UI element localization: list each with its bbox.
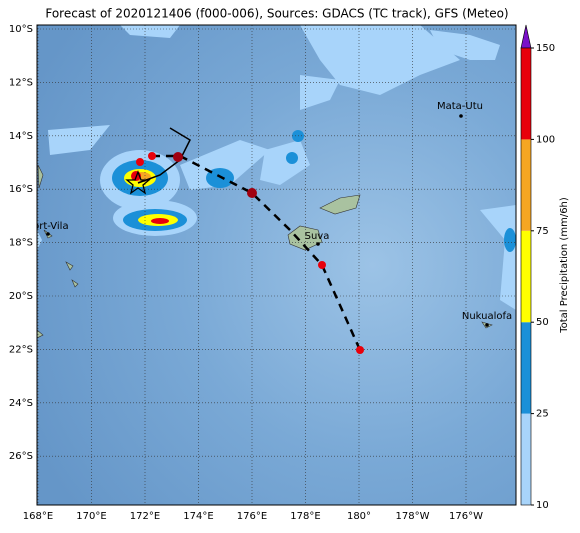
lon-label: 168°E <box>23 511 53 522</box>
lat-label: 22°S <box>9 344 33 355</box>
lat-label: 26°S <box>9 451 33 462</box>
colorbar-extend <box>520 24 532 49</box>
precip-area <box>151 218 169 224</box>
colorbar-frame <box>520 47 532 506</box>
storm-symbol <box>148 152 156 160</box>
place-dot <box>316 242 320 246</box>
lon-label: 174°E <box>183 511 213 522</box>
lon-label: 178°W <box>396 511 430 522</box>
precip-area <box>180 140 270 190</box>
storm-symbol <box>173 152 183 162</box>
precip-area <box>120 25 180 38</box>
island <box>65 261 74 271</box>
place-dots <box>46 114 489 327</box>
lon-label: 176°E <box>237 511 267 522</box>
storm-symbol <box>136 158 144 166</box>
precip-area <box>260 140 310 185</box>
colorbar-label: Total Precipitation (mm/6h) <box>559 197 570 334</box>
colorbar-tick-label: 100 <box>536 134 555 145</box>
track-forecast <box>152 154 362 351</box>
map-title: Forecast of 2020121406 (f000-006), Sourc… <box>45 7 508 21</box>
colorbar-tick-label: 25 <box>536 409 549 420</box>
place-label: Suva <box>305 231 330 242</box>
lon-label: 178°E <box>290 511 320 522</box>
lat-label: 20°S <box>9 291 33 302</box>
lon-label: 172°E <box>130 511 160 522</box>
precip-area <box>206 168 234 188</box>
island <box>71 279 79 288</box>
current-position <box>125 170 151 195</box>
lat-label: 18°S <box>9 238 33 249</box>
storm-symbol <box>318 261 326 269</box>
island <box>37 329 44 339</box>
place-dot <box>46 232 50 236</box>
lat-label: 10°S <box>9 24 33 35</box>
island <box>287 225 323 251</box>
colorbar-tick-label: 150 <box>536 43 555 54</box>
precip-area <box>48 125 110 155</box>
place-dot <box>485 323 489 327</box>
colorbar-tick-label: 10 <box>536 500 549 511</box>
lon-label: 176°W <box>449 511 483 522</box>
lat-label: 24°S <box>9 398 33 409</box>
colorbar-segment <box>521 230 531 323</box>
colorbar-tick-label: 75 <box>536 226 549 237</box>
lon-label: 170°E <box>76 511 106 522</box>
precip-area <box>300 75 340 110</box>
ocean <box>37 25 516 505</box>
place-dot <box>459 114 463 118</box>
precip-area <box>286 152 298 164</box>
precip-area <box>430 30 500 60</box>
map-area: Port-Vila Suva Mata-Utu Nukualofa <box>27 25 516 505</box>
place-label: Mata-Utu <box>437 101 483 112</box>
colorbar-segment <box>521 413 531 505</box>
storm-symbol <box>356 346 364 354</box>
precip-area <box>504 228 516 252</box>
island <box>319 194 361 215</box>
place-label: Nukualofa <box>462 311 512 322</box>
map-frame <box>36 24 517 506</box>
tc-track <box>125 127 364 354</box>
colorbar-segment <box>521 139 531 231</box>
island <box>37 164 44 189</box>
colorbar-segment <box>521 322 531 414</box>
lat-label: 12°S <box>9 77 33 88</box>
storm-symbol <box>247 188 257 198</box>
graticule <box>37 25 516 505</box>
lat-label: 16°S <box>9 184 33 195</box>
lon-label: 180° <box>347 511 371 522</box>
lat-label: 14°S <box>9 131 33 142</box>
colorbar: 10 25 50 75 100 150 <box>520 24 555 511</box>
precip-area <box>300 25 460 95</box>
colorbar-tick-label: 50 <box>536 317 549 328</box>
colorbar-segment <box>521 48 531 140</box>
place-label: Port-Vila <box>27 221 68 232</box>
islands <box>37 164 493 339</box>
